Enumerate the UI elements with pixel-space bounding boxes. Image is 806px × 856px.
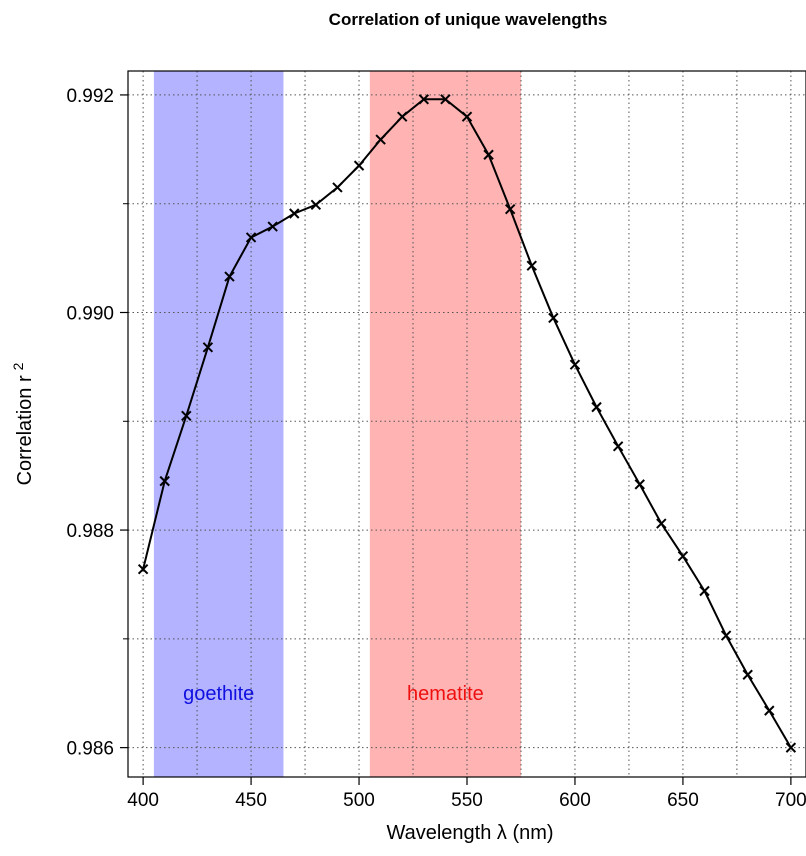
data-point <box>418 94 430 105</box>
marker-stroke <box>742 669 753 680</box>
data-point <box>310 199 322 211</box>
marker-stroke <box>569 359 581 370</box>
axis-layer: 400 450 500 550 600 650 700 0.986 0.988 0.990 0.99… <box>66 86 806 811</box>
y-tick-label: 0.988 <box>66 521 114 542</box>
marker-stroke <box>591 401 602 413</box>
data-point <box>224 271 235 282</box>
marker-stroke <box>656 518 667 529</box>
grid-layer <box>128 71 806 777</box>
marker-stroke <box>483 149 494 160</box>
band-label-hematite: hematite <box>407 683 484 705</box>
data-point <box>159 475 170 487</box>
marker-stroke <box>677 550 689 562</box>
data-point <box>720 630 732 641</box>
marker-stroke <box>548 312 559 324</box>
y-axis-label-main: Correlation r <box>14 375 36 485</box>
marker-stroke <box>504 203 516 215</box>
marker-stroke <box>461 111 473 122</box>
series-layer <box>137 94 797 753</box>
chart-title: Correlation of unique wavelengths <box>329 10 608 29</box>
data-point <box>764 705 775 716</box>
x-axis-label: Wavelength λ (nm) <box>386 822 553 844</box>
bands-layer <box>153 71 521 777</box>
x-tick-label: 400 <box>127 790 159 811</box>
marker-stroke <box>612 441 624 452</box>
band-labels-layer: goethite hematite <box>183 683 484 705</box>
marker-stroke <box>224 271 235 282</box>
y-axis-label: Correlation r 2 <box>10 362 36 485</box>
marker-stroke <box>267 221 278 232</box>
data-point <box>289 208 300 219</box>
marker-stroke <box>332 182 343 193</box>
marker-stroke <box>720 630 732 641</box>
marker-stroke <box>764 705 775 716</box>
band-hematite <box>369 71 521 777</box>
marker-stroke <box>310 199 322 211</box>
data-point <box>569 359 581 370</box>
data-point <box>548 312 559 324</box>
marker-stroke <box>418 94 430 105</box>
data-point <box>612 441 624 452</box>
y-tick-label: 0.992 <box>66 86 114 107</box>
band-goethite <box>153 71 284 777</box>
x-tick-label: 450 <box>235 790 267 811</box>
x-tick-label: 650 <box>667 790 699 811</box>
data-point <box>483 149 494 160</box>
data-point <box>526 260 537 271</box>
marker-stroke <box>526 260 537 271</box>
marker-stroke <box>397 111 408 122</box>
y-axis-label-superscript: 2 <box>10 362 26 370</box>
data-point <box>202 342 214 353</box>
data-point <box>461 111 473 122</box>
y-tick-label: 0.986 <box>66 739 114 760</box>
y-tick-label: 0.990 <box>66 303 114 324</box>
data-point <box>245 232 257 243</box>
marker-stroke <box>353 160 365 171</box>
x-tick-label: 700 <box>775 790 806 811</box>
x-tick-label: 600 <box>559 790 591 811</box>
data-point <box>677 550 689 562</box>
data-point <box>137 564 149 575</box>
marker-stroke <box>289 208 300 219</box>
data-point <box>591 401 602 413</box>
data-point <box>397 111 408 122</box>
marker-stroke <box>137 564 149 575</box>
marker-stroke <box>699 585 710 597</box>
data-point <box>656 518 667 529</box>
marker-stroke <box>245 232 257 243</box>
marker-stroke <box>202 342 214 353</box>
x-tick-label: 500 <box>343 790 375 811</box>
data-point <box>504 203 516 215</box>
data-point <box>375 134 386 145</box>
marker-stroke <box>375 134 386 145</box>
data-point <box>181 410 192 422</box>
marker-stroke <box>785 742 797 753</box>
data-point <box>785 742 797 753</box>
data-point <box>353 160 365 171</box>
data-point <box>440 94 451 105</box>
marker-stroke <box>634 479 645 490</box>
marker-stroke <box>159 475 170 487</box>
band-label-goethite: goethite <box>183 683 254 705</box>
x-tick-label: 550 <box>451 790 483 811</box>
data-point <box>332 182 343 193</box>
data-point <box>267 221 278 232</box>
data-point <box>742 669 753 680</box>
data-point <box>634 479 645 490</box>
data-point <box>699 585 710 597</box>
marker-stroke <box>181 410 192 422</box>
marker-stroke <box>440 94 451 105</box>
